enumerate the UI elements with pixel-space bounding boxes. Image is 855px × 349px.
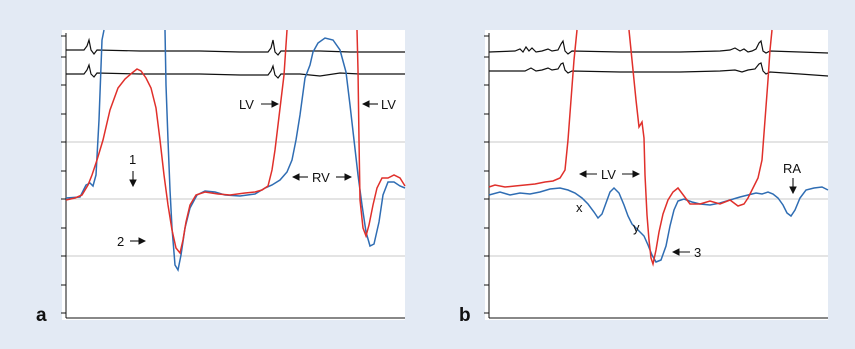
panel-b-letter: b (459, 305, 471, 326)
panel-b: LV RA x y 3 b (459, 29, 829, 326)
panel-b-label-3: 3 (694, 245, 701, 260)
panel-b-ecg-top (488, 39, 829, 55)
panel-a-label-1: 1 (129, 152, 136, 167)
panel-a-gridlines (66, 141, 405, 257)
panel-a-ecg-bottom (66, 62, 405, 79)
panel-a: LV LV RV 1 2 a (36, 29, 406, 326)
panel-b-label-y: y (633, 220, 640, 235)
panel-b-axes (484, 33, 828, 319)
panel-a-letter: a (36, 305, 47, 326)
panel-b-gridlines (489, 141, 828, 257)
panel-b-blue-pressure-trace (488, 186, 829, 263)
panel-b-background (485, 30, 828, 320)
panel-a-label-lv-right: LV (381, 97, 396, 112)
panel-a-label-rv: RV (312, 170, 330, 185)
panel-a-red-pressure-trace (65, 29, 406, 255)
panel-b-label-lv: LV (601, 167, 616, 182)
panel-a-label-2: 2 (117, 234, 124, 249)
panel-b-label-ra: RA (783, 161, 801, 176)
panel-a-ecg-top (66, 37, 405, 56)
panel-b-ecg-bottom (489, 62, 829, 77)
panel-a-blue-pressure-trace (65, 29, 406, 273)
panel-a-axes (61, 33, 405, 319)
panel-a-label-lv-left: LV (239, 97, 254, 112)
panel-b-red-pressure-trace (488, 29, 773, 267)
panel-b-label-x: x (576, 200, 583, 215)
